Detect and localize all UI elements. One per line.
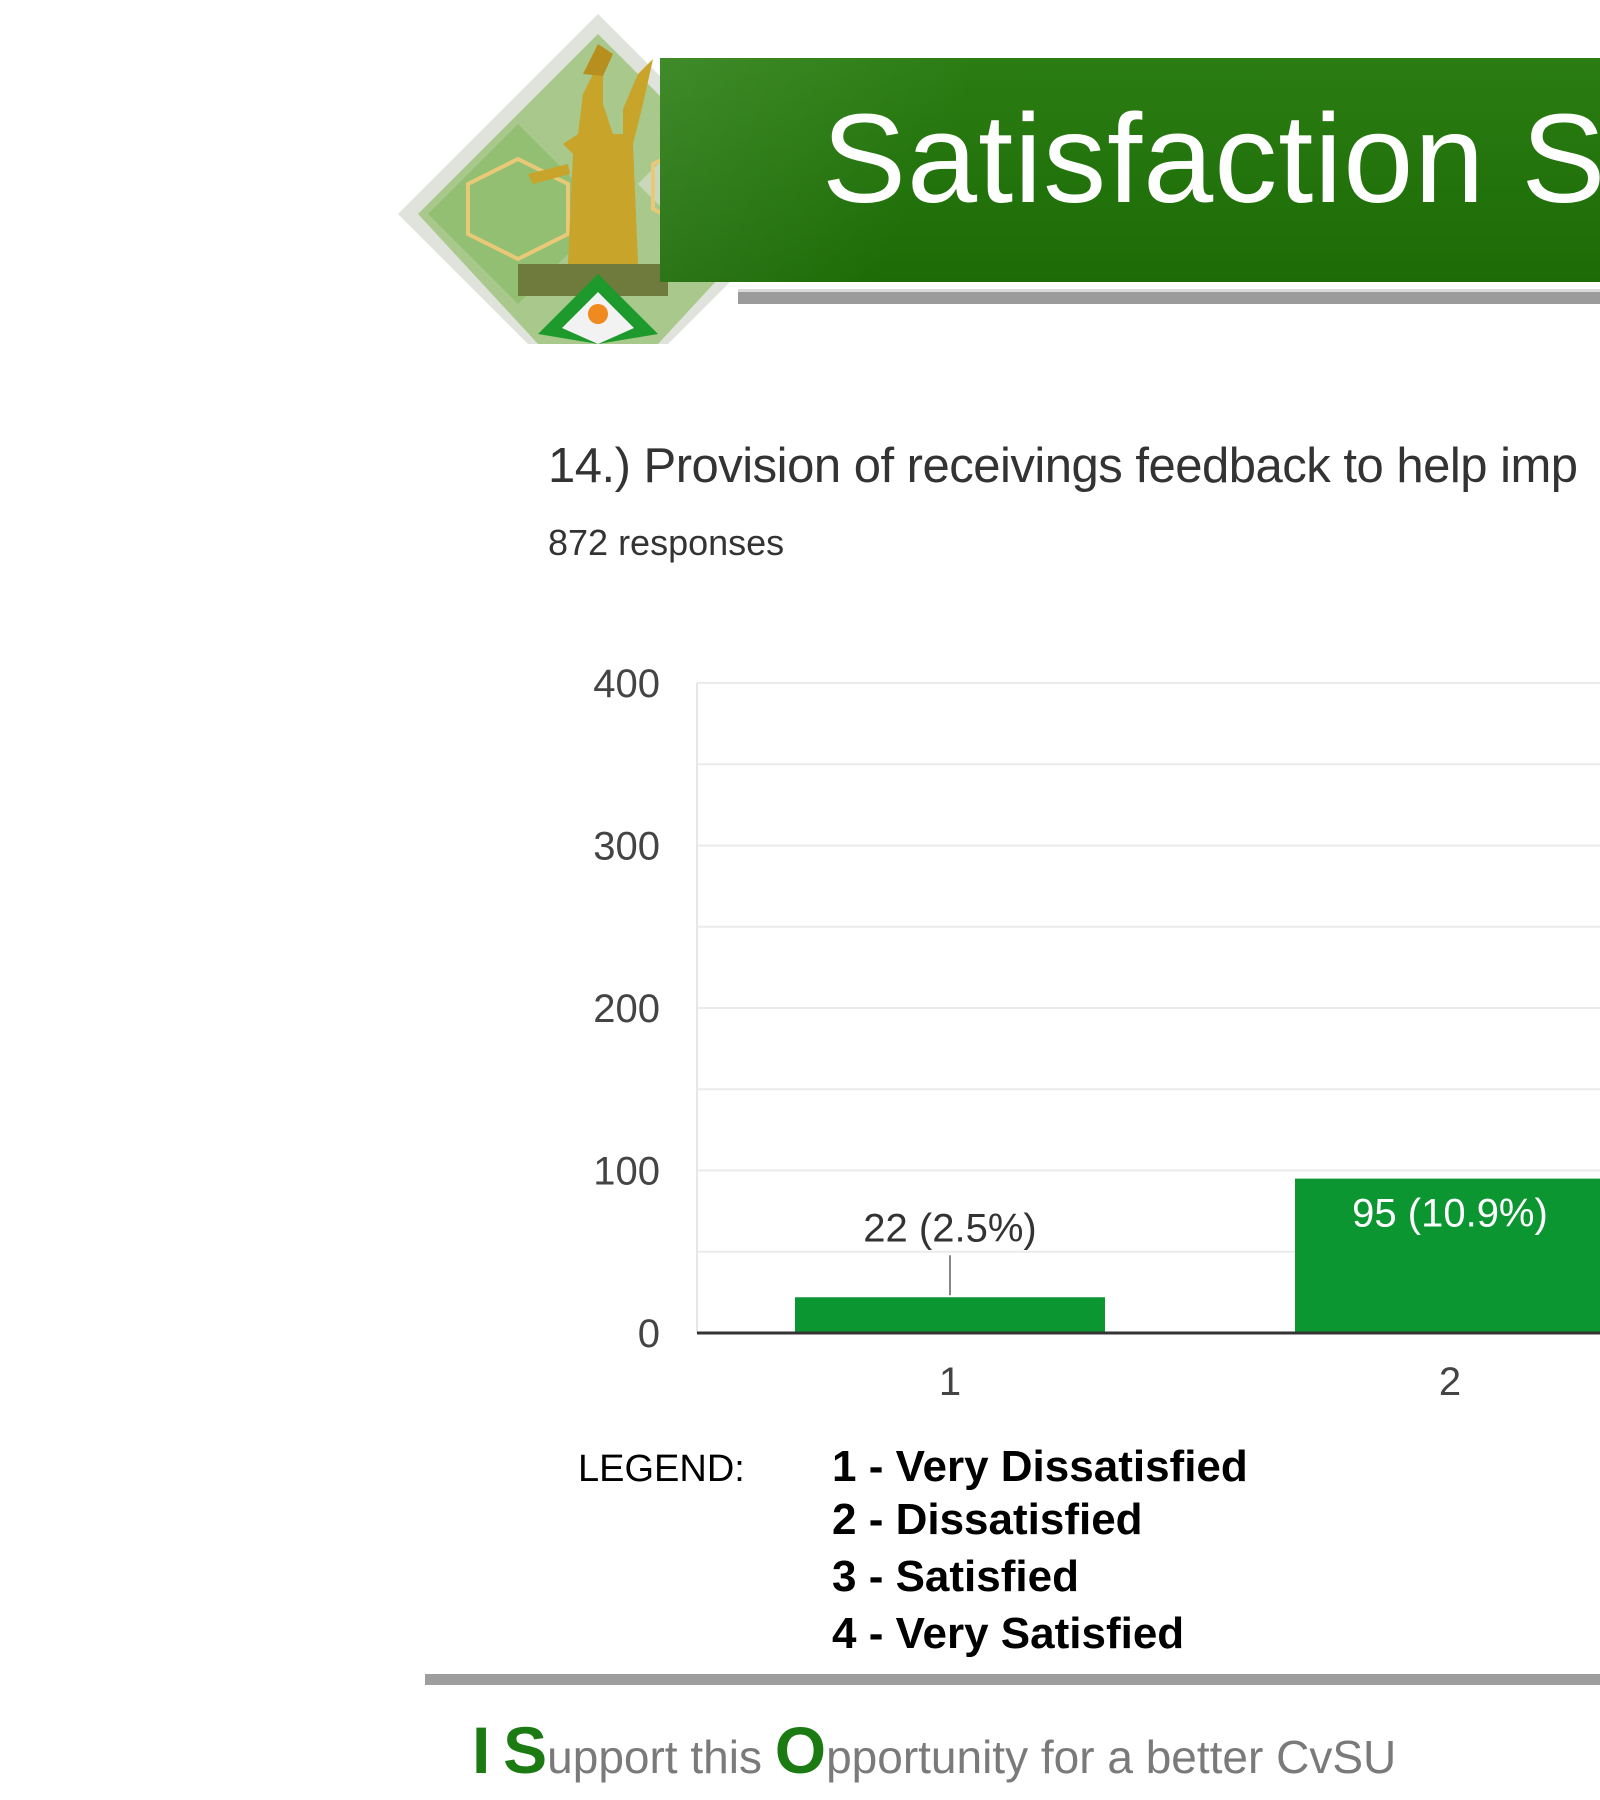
legend-item: 3 - Satisfied (832, 1552, 1079, 1601)
banner-underline (738, 292, 1600, 304)
legend-item: 2 - Dissatisfied (832, 1495, 1143, 1544)
slogan-text-opportunity: pportunity for a better CvSU (826, 1731, 1397, 1783)
slogan-letter-s: S (503, 1713, 548, 1787)
legend-label: LEGEND: (578, 1448, 745, 1490)
x-tick-label: 1 (939, 1360, 961, 1404)
y-tick-label: 300 (593, 825, 660, 869)
y-tick-label: 400 (593, 662, 660, 706)
legend-item: 1 - Very Dissatisfied (832, 1442, 1248, 1491)
slogan-letter-i: I (472, 1713, 491, 1787)
y-tick-label: 100 (593, 1150, 660, 1194)
y-tick-label: 200 (593, 987, 660, 1031)
bar (1295, 1178, 1600, 1333)
banner-title: Satisfaction S (822, 88, 1600, 229)
y-tick-label: 0 (638, 1312, 660, 1356)
slogan-letter-o: O (774, 1713, 827, 1787)
footer-divider (425, 1674, 1600, 1685)
response-count: 872 responses (548, 522, 785, 563)
bar-data-label: 95 (10.9%) (1352, 1192, 1548, 1236)
slogan-text-support: upport this (547, 1731, 762, 1783)
footer-slogan: I Support this Opportunity for a better … (472, 1712, 1396, 1788)
legend-item: 4 - Very Satisfied (832, 1609, 1185, 1658)
x-tick-label: 2 (1439, 1360, 1461, 1404)
bar (795, 1297, 1105, 1333)
banner-bar (660, 58, 1600, 282)
question-title: 14.) Provision of receivings feedback to… (548, 439, 1578, 493)
bar-data-label: 22 (2.5%) (863, 1206, 1036, 1250)
